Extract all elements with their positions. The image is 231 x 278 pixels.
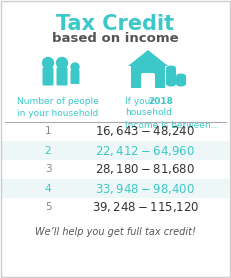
Text: Tax Credit: Tax Credit: [56, 14, 175, 34]
Text: 2: 2: [45, 145, 51, 155]
Bar: [166, 69, 176, 76]
Ellipse shape: [176, 81, 186, 86]
Text: $33,948 - $98,400: $33,948 - $98,400: [95, 182, 196, 195]
Text: 2018: 2018: [148, 97, 173, 106]
Text: Number of people
in your household: Number of people in your household: [17, 97, 99, 118]
Text: 5: 5: [45, 202, 51, 212]
Text: 3: 3: [45, 165, 51, 175]
FancyBboxPatch shape: [141, 73, 155, 90]
Bar: [166, 77, 176, 84]
Text: $28,180 - $81,680: $28,180 - $81,680: [95, 163, 196, 177]
Circle shape: [71, 63, 79, 71]
Text: 4: 4: [45, 183, 51, 193]
Circle shape: [57, 58, 67, 68]
Text: $39,248 - $115,120: $39,248 - $115,120: [92, 200, 199, 215]
Bar: [2, 141, 229, 160]
Polygon shape: [128, 50, 168, 66]
Bar: [131, 66, 165, 88]
FancyBboxPatch shape: [43, 68, 54, 86]
Text: 1: 1: [45, 126, 51, 136]
Ellipse shape: [166, 66, 176, 71]
Bar: [2, 179, 229, 198]
Bar: [176, 77, 186, 84]
Text: If your: If your: [125, 97, 157, 106]
Ellipse shape: [166, 73, 176, 78]
Text: $22,412 - $64,960: $22,412 - $64,960: [95, 143, 196, 158]
Text: household
income is between...: household income is between...: [125, 108, 219, 130]
Text: based on income: based on income: [52, 32, 179, 45]
Ellipse shape: [166, 81, 176, 86]
Text: We’ll help you get full tax credit!: We’ll help you get full tax credit!: [35, 227, 196, 237]
Text: $16,643 - $48,240: $16,643 - $48,240: [95, 125, 196, 138]
Circle shape: [43, 58, 54, 68]
FancyBboxPatch shape: [70, 70, 79, 84]
Ellipse shape: [176, 73, 186, 78]
FancyBboxPatch shape: [57, 68, 67, 86]
